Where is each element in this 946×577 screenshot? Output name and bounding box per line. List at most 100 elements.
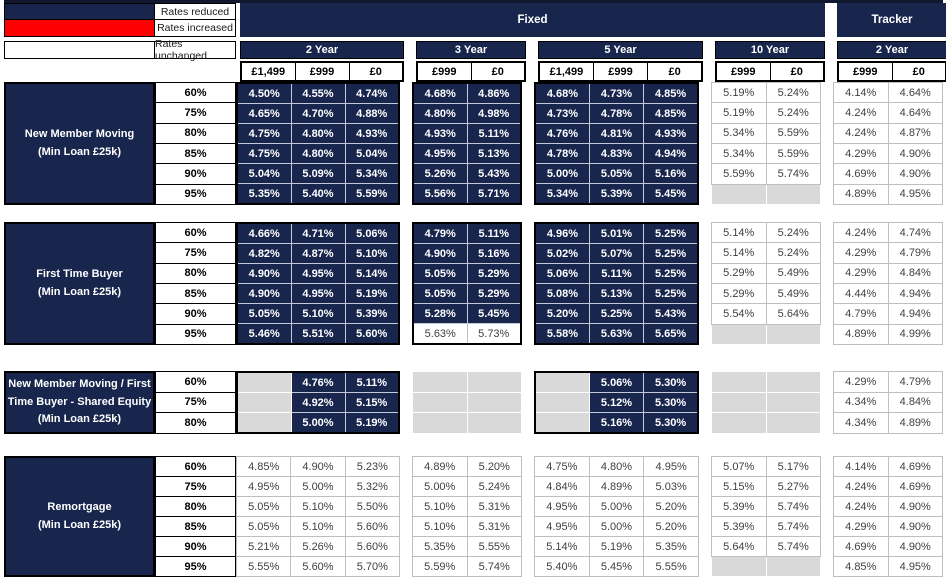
rate-cell: 5.39% <box>588 183 645 205</box>
rate-cell: 5.20% <box>534 303 590 324</box>
ltv-cell: 75% <box>155 242 236 264</box>
rate-cell: 5.60% <box>344 516 401 537</box>
rate-cell: 4.75% <box>534 456 590 477</box>
legend-label-column: Rates reduced Rates increased <box>155 3 236 37</box>
rate-cell: 4.78% <box>588 103 645 124</box>
rate-cell: 4.65% <box>236 103 292 124</box>
ltv-cell: 80% <box>155 412 236 434</box>
rate-cell: 5.60% <box>344 323 400 345</box>
rate-cell: 5.17% <box>765 456 821 477</box>
rate-cell: 4.95% <box>235 476 292 497</box>
rate-cell: 4.85% <box>643 82 699 104</box>
rate-cell: 5.13% <box>588 283 645 304</box>
rate-cell: 4.90% <box>887 536 943 557</box>
rate-cell: 5.59% <box>765 142 821 165</box>
empty-cell <box>466 391 522 414</box>
rate-cell: 5.20% <box>643 516 699 537</box>
rate-cell: 5.43% <box>466 163 522 184</box>
rate-cell: 5.34% <box>534 183 590 205</box>
rate-cell: 4.89% <box>833 323 889 346</box>
ltv-cell: 90% <box>155 536 236 557</box>
fee-cell: £0 <box>470 61 526 82</box>
rate-cell: 5.00% <box>290 476 346 497</box>
rate-cell: 5.49% <box>765 262 821 284</box>
rate-cell: 4.29% <box>833 142 889 165</box>
rate-cell: 5.26% <box>290 536 346 557</box>
rate-cell: 5.55% <box>235 556 292 577</box>
ltv-cell: 75% <box>155 476 236 497</box>
empty-cell <box>236 412 292 434</box>
rate-cell: 4.80% <box>290 143 346 164</box>
rate-cell: 5.11% <box>588 263 645 284</box>
rate-cell: 5.74% <box>765 536 821 557</box>
rate-cell: 5.39% <box>711 496 767 517</box>
empty-cell <box>765 556 821 577</box>
rate-cell: 5.24% <box>765 242 821 264</box>
rate-cell: 4.81% <box>588 123 645 144</box>
rate-cell: 4.89% <box>887 412 943 434</box>
section-label: Remortgage (Min Loan £25k) <box>4 456 155 577</box>
rate-cell: 4.29% <box>833 371 889 393</box>
rate-cell: 4.95% <box>290 283 346 304</box>
rate-cell: 4.82% <box>236 243 292 264</box>
rate-cell: 5.07% <box>711 456 767 477</box>
rate-cell: 5.05% <box>412 263 468 284</box>
rate-cell: 4.88% <box>344 103 400 124</box>
rate-cell: 4.79% <box>412 222 468 244</box>
section-label: New Member Moving (Min Loan £25k) <box>4 82 155 205</box>
legend-label-reduced: Rates reduced <box>155 3 236 20</box>
rate-cell: 4.74% <box>344 82 400 104</box>
rate-cell: 4.80% <box>412 103 468 124</box>
empty-cell <box>236 392 292 413</box>
empty-cell <box>711 323 767 346</box>
rate-cell: 5.34% <box>711 142 767 165</box>
rate-cell: 4.68% <box>534 82 590 104</box>
rate-cell: 5.19% <box>344 283 400 304</box>
empty-cell <box>711 371 767 393</box>
rate-cell: 5.00% <box>290 412 346 434</box>
fixed-banner: Fixed <box>240 3 825 37</box>
empty-cell <box>412 371 468 393</box>
ltv-cell: 60% <box>155 81 236 104</box>
rate-cell: 4.50% <box>236 82 292 104</box>
rate-cell: 5.35% <box>643 536 699 557</box>
fee-cell: £1,499 <box>538 61 594 82</box>
rate-cell: 4.87% <box>290 243 346 264</box>
empty-cell <box>534 392 590 413</box>
empty-cell <box>466 412 522 434</box>
rate-cell: 4.85% <box>235 456 292 477</box>
fee-header-cells: £1,499 £999 £0 £999 £0 £1,499 £999 £0 £999 £0 £999… <box>236 61 946 82</box>
rate-cell: 4.94% <box>887 282 943 305</box>
rate-cell: 4.95% <box>643 456 699 477</box>
rate-cell: 4.24% <box>833 102 889 124</box>
rate-cell: 4.75% <box>236 123 292 144</box>
rate-cell: 5.74% <box>765 496 821 517</box>
rate-block: 4.96% 5.01% 5.25% 5.02% 5.07% 5.25% 5.06% 5.11%… <box>534 222 699 345</box>
ltv-cell: 80% <box>155 262 236 284</box>
rate-cell: 4.95% <box>534 496 590 517</box>
rate-cell: 5.30% <box>643 412 699 434</box>
rate-cell: 4.95% <box>290 263 346 284</box>
rate-cell: 4.55% <box>290 82 346 104</box>
rate-sections: New Member Moving (Min Loan £25k) 60% 75% 8… <box>4 81 943 577</box>
rate-cell: 5.21% <box>235 536 292 557</box>
rate-cell: 5.14% <box>344 263 400 284</box>
ltv-cell: 95% <box>155 323 236 346</box>
rate-cell: 5.05% <box>235 496 292 517</box>
rate-cell: 5.14% <box>534 536 590 557</box>
empty-cell <box>765 323 821 346</box>
rate-cell: 5.16% <box>588 412 645 434</box>
rate-cell: 5.45% <box>466 303 522 324</box>
ltv-cell: 90% <box>155 303 236 325</box>
rate-cell: 4.29% <box>833 516 889 537</box>
rate-cell: 5.40% <box>534 556 590 577</box>
rate-cell: 5.58% <box>534 323 590 345</box>
period-header-fixed-2-year: 2 Year <box>240 41 404 59</box>
ltv-cell: 90% <box>155 163 236 185</box>
ltv-cell: 75% <box>155 391 236 414</box>
rate-cell: 5.30% <box>643 392 699 413</box>
ltv-cell: 60% <box>155 221 236 244</box>
rate-cell: 5.05% <box>588 163 645 184</box>
top-border-rule <box>4 0 943 3</box>
rate-cell: 4.84% <box>534 476 590 497</box>
